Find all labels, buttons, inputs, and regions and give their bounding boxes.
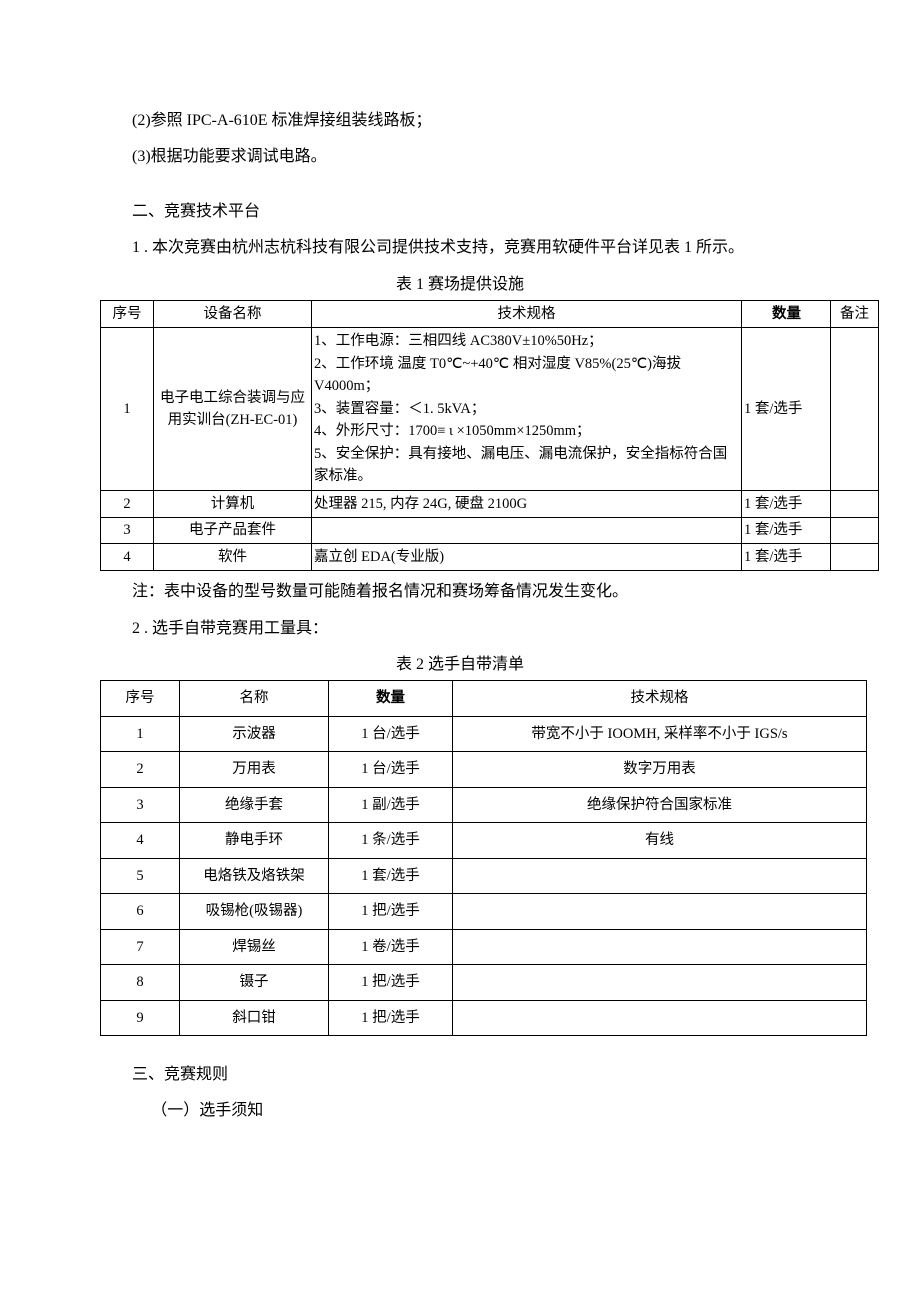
cell-name: 电子电工综合装调与应用实训台(ZH-EC-01)	[154, 328, 312, 490]
cell-qty: 1 套/选手	[742, 518, 831, 543]
para-item-2: (2)参照 IPC-A-610E 标准焊接组装线路板；	[100, 106, 820, 136]
cell-seq: 6	[101, 894, 180, 929]
cell-qty: 1 台/选手	[329, 752, 453, 787]
cell-spec	[453, 894, 867, 929]
table-2-caption: 表 2 选手自带清单	[100, 650, 820, 680]
cell-note	[831, 328, 879, 490]
cell-name: 示波器	[180, 716, 329, 751]
table-row: 2 计算机 处理器 215, 内存 24G, 硬盘 2100G 1 套/选手	[101, 490, 879, 517]
cell-seq: 1	[101, 716, 180, 751]
table-row: 6 吸锡枪(吸锡器) 1 把/选手	[101, 894, 867, 929]
table-row: 序号 名称 数量 技术规格	[101, 681, 867, 716]
cell-name: 电子产品套件	[154, 518, 312, 543]
table-2: 序号 名称 数量 技术规格 1 示波器 1 台/选手 带宽不小于 IOOMH, …	[100, 680, 867, 1036]
cell-spec	[453, 1000, 867, 1035]
cell-seq: 1	[101, 328, 154, 490]
table-row: 8 镊子 1 把/选手	[101, 965, 867, 1000]
cell-name: 焊锡丝	[180, 929, 329, 964]
table-row: 5 电烙铁及烙铁架 1 套/选手	[101, 858, 867, 893]
section-3-header: 三、竞赛规则	[100, 1060, 820, 1090]
para-item-3: (3)根据功能要求调试电路。	[100, 142, 820, 172]
col-spec: 技术规格	[453, 681, 867, 716]
table-row: 7 焊锡丝 1 卷/选手	[101, 929, 867, 964]
table-row: 2 万用表 1 台/选手 数字万用表	[101, 752, 867, 787]
cell-name: 电烙铁及烙铁架	[180, 858, 329, 893]
cell-spec	[453, 965, 867, 1000]
cell-seq: 5	[101, 858, 180, 893]
table-row: 序号 设备名称 技术规格 数量 备注	[101, 300, 879, 327]
cell-note	[831, 518, 879, 543]
section-2-header: 二、竞赛技术平台	[100, 197, 820, 227]
cell-qty: 1 台/选手	[329, 716, 453, 751]
cell-note	[831, 490, 879, 517]
cell-seq: 4	[101, 543, 154, 570]
table-row: 3 绝缘手套 1 副/选手 绝缘保护符合国家标准	[101, 787, 867, 822]
cell-spec	[453, 929, 867, 964]
cell-name: 吸锡枪(吸锡器)	[180, 894, 329, 929]
section-3-1: （一）选手须知	[151, 1096, 820, 1126]
cell-note	[831, 543, 879, 570]
col-qty: 数量	[742, 300, 831, 327]
table-1-note: 注：表中设备的型号数量可能随着报名情况和赛场筹备情况发生变化。	[100, 577, 820, 607]
col-note: 备注	[831, 300, 879, 327]
cell-qty: 1 套/选手	[742, 328, 831, 490]
cell-spec: 数字万用表	[453, 752, 867, 787]
col-spec: 技术规格	[312, 300, 742, 327]
cell-qty: 1 套/选手	[329, 858, 453, 893]
cell-seq: 2	[101, 490, 154, 517]
cell-spec: 带宽不小于 IOOMH, 采样率不小于 IGS/s	[453, 716, 867, 751]
cell-spec: 有线	[453, 823, 867, 858]
cell-name: 软件	[154, 543, 312, 570]
cell-seq: 3	[101, 787, 180, 822]
col-seq: 序号	[101, 300, 154, 327]
cell-qty: 1 套/选手	[742, 543, 831, 570]
table-row: 1 示波器 1 台/选手 带宽不小于 IOOMH, 采样率不小于 IGS/s	[101, 716, 867, 751]
table-row: 4 软件 嘉立创 EDA(专业版) 1 套/选手	[101, 543, 879, 570]
cell-seq: 9	[101, 1000, 180, 1035]
cell-name: 绝缘手套	[180, 787, 329, 822]
col-seq: 序号	[101, 681, 180, 716]
col-qty: 数量	[329, 681, 453, 716]
cell-seq: 3	[101, 518, 154, 543]
table-row: 3 电子产品套件 1 套/选手	[101, 518, 879, 543]
cell-seq: 7	[101, 929, 180, 964]
cell-qty: 1 把/选手	[329, 894, 453, 929]
cell-seq: 8	[101, 965, 180, 1000]
table-1-caption: 表 1 赛场提供设施	[100, 270, 820, 300]
cell-qty: 1 条/选手	[329, 823, 453, 858]
cell-spec	[312, 518, 742, 543]
col-name: 名称	[180, 681, 329, 716]
cell-spec: 处理器 215, 内存 24G, 硬盘 2100G	[312, 490, 742, 517]
section-2-2: 2 . 选手自带竞赛用工量具：	[100, 614, 820, 644]
cell-name: 万用表	[180, 752, 329, 787]
cell-name: 静电手环	[180, 823, 329, 858]
table-row: 9 斜口钳 1 把/选手	[101, 1000, 867, 1035]
cell-qty: 1 套/选手	[742, 490, 831, 517]
cell-qty: 1 卷/选手	[329, 929, 453, 964]
col-name: 设备名称	[154, 300, 312, 327]
cell-seq: 4	[101, 823, 180, 858]
cell-spec	[453, 858, 867, 893]
cell-spec: 嘉立创 EDA(专业版)	[312, 543, 742, 570]
table-row: 4 静电手环 1 条/选手 有线	[101, 823, 867, 858]
cell-name: 镊子	[180, 965, 329, 1000]
cell-qty: 1 副/选手	[329, 787, 453, 822]
cell-name: 计算机	[154, 490, 312, 517]
cell-qty: 1 把/选手	[329, 965, 453, 1000]
cell-seq: 2	[101, 752, 180, 787]
table-1: 序号 设备名称 技术规格 数量 备注 1 电子电工综合装调与应用实训台(ZH-E…	[100, 300, 879, 571]
cell-name: 斜口钳	[180, 1000, 329, 1035]
cell-spec: 1、工作电源：三相四线 AC380V±10%50Hz； 2、工作环境 温度 T0…	[312, 328, 742, 490]
cell-spec: 绝缘保护符合国家标准	[453, 787, 867, 822]
cell-qty: 1 把/选手	[329, 1000, 453, 1035]
table-row: 1 电子电工综合装调与应用实训台(ZH-EC-01) 1、工作电源：三相四线 A…	[101, 328, 879, 490]
section-2-1: 1 . 本次竞赛由杭州志杭科技有限公司提供技术支持，竞赛用软硬件平台详见表 1 …	[100, 233, 820, 263]
